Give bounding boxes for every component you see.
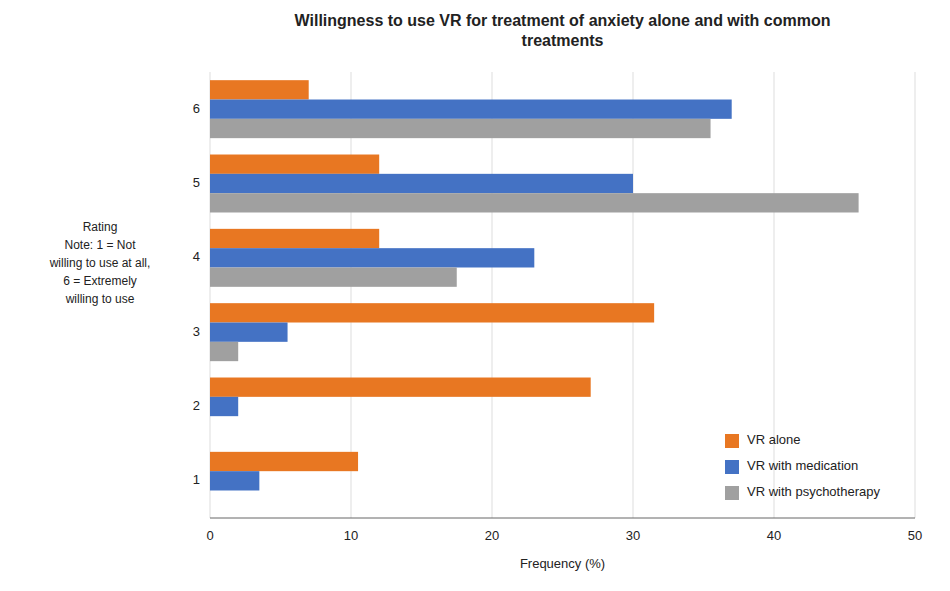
x-ticks: 0 10 20 30 40 50 xyxy=(206,528,922,543)
chart: 0 10 20 30 40 50 1 2 3 4 5 6 Willingness to use VR f… xyxy=(0,0,950,591)
grid-line xyxy=(210,72,211,518)
y-tick-label: 4 xyxy=(193,249,200,264)
bar xyxy=(210,378,591,397)
x-axis-label: Frequency (%) xyxy=(520,556,605,571)
grid-line xyxy=(915,72,916,518)
y-tick-label: 1 xyxy=(193,472,200,487)
grid-line xyxy=(351,72,352,518)
bar xyxy=(210,100,732,119)
y-tick-label: 6 xyxy=(193,101,200,116)
legend-swatch xyxy=(725,486,739,500)
bar xyxy=(210,303,654,322)
legend-label: VR with psychotherapy xyxy=(747,484,880,499)
bar xyxy=(210,397,238,416)
bar xyxy=(210,416,211,435)
legend-label: VR alone xyxy=(747,432,800,447)
x-tick-label: 40 xyxy=(767,528,781,543)
y-tick-label: 3 xyxy=(193,324,200,339)
bar xyxy=(210,490,211,509)
bar xyxy=(210,267,457,286)
bars xyxy=(210,80,859,490)
bar xyxy=(210,342,238,361)
bar xyxy=(210,452,358,471)
bar xyxy=(210,323,288,342)
x-tick-label: 10 xyxy=(344,528,358,543)
bar xyxy=(210,119,711,138)
grid-line xyxy=(774,72,775,518)
x-tick-label: 50 xyxy=(908,528,922,543)
bar xyxy=(210,193,859,212)
bar xyxy=(210,229,379,248)
y-axis-note: RatingNote: 1 = Notwilling to use at all… xyxy=(49,220,151,306)
x-tick-label: 20 xyxy=(485,528,499,543)
bar xyxy=(210,80,309,99)
legend-swatch xyxy=(725,434,739,448)
y-tick-label: 5 xyxy=(193,175,200,190)
legend-swatch xyxy=(725,460,739,474)
bar xyxy=(210,174,633,193)
grid-line xyxy=(633,72,634,518)
x-tick-label: 30 xyxy=(626,528,640,543)
y-tick-label: 2 xyxy=(193,398,200,413)
legend: VR alone VR with medication VR with psycho… xyxy=(725,432,880,500)
title: Willingness to use VR for treatment of a… xyxy=(295,12,831,49)
x-axis-line xyxy=(210,518,915,519)
y-ticks: 1 2 3 4 5 6 xyxy=(193,101,200,488)
bar xyxy=(210,471,259,490)
x-tick-label: 0 xyxy=(206,528,213,543)
legend-label: VR with medication xyxy=(747,458,858,473)
grid xyxy=(210,72,915,518)
bar xyxy=(210,155,379,174)
grid-line xyxy=(492,72,493,518)
bar xyxy=(210,248,534,267)
